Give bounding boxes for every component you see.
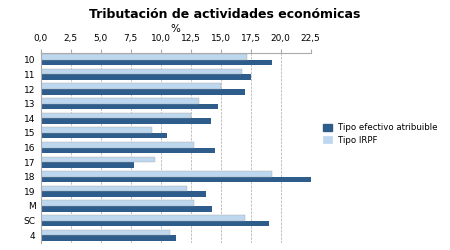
Bar [40, 60, 272, 65]
Bar [40, 104, 218, 109]
Bar [40, 220, 269, 226]
Bar [40, 54, 247, 60]
Bar [40, 89, 244, 94]
Legend: Tipo efectivo atribuible, Tipo IRPF: Tipo efectivo atribuible, Tipo IRPF [323, 123, 438, 145]
Bar [40, 127, 152, 133]
Bar [40, 191, 206, 197]
Bar [40, 98, 199, 104]
Bar [40, 200, 194, 206]
Bar [40, 235, 176, 241]
Bar [40, 74, 251, 80]
Bar [40, 162, 134, 168]
Bar [40, 142, 194, 148]
Bar [40, 133, 166, 138]
Bar [40, 186, 187, 191]
Bar [40, 215, 244, 220]
Bar [40, 84, 220, 89]
Bar [40, 148, 215, 153]
Bar [40, 230, 170, 235]
X-axis label: %: % [171, 24, 180, 34]
Bar [40, 206, 212, 212]
Bar [40, 113, 190, 118]
Bar [40, 156, 154, 162]
Bar [40, 171, 272, 177]
Bar [40, 69, 242, 74]
Text: Tributación de actividades económicas: Tributación de actividades económicas [89, 8, 361, 20]
Bar [40, 177, 314, 182]
Bar [40, 118, 211, 124]
